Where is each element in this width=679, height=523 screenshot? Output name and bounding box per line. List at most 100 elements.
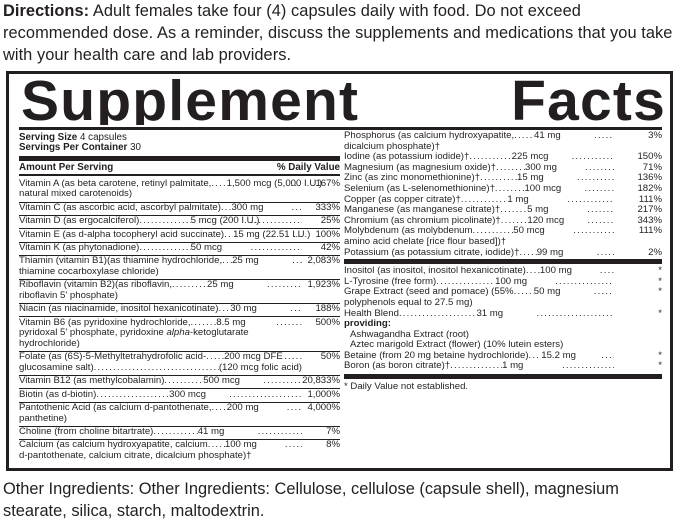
nutrient-amount: 100 mg [224,439,257,451]
nutrient-name-continued: pyridoxal 5' phosphate, pyridoxine alpha… [19,327,249,339]
other-ingredients: Other Ingredients: Other Ingredients: Ce… [3,480,619,520]
right-nutrient-list-3: Betaine (from 20 mg betaine hydrochlorid… [344,349,662,372]
nutrient-amount: 300 mg [524,161,557,173]
row-divider [19,439,340,440]
leader-dots [153,427,197,438]
providing-item: Aztec marigold Extract (flower) (10% lut… [350,339,564,351]
leader-dots [585,163,614,174]
nutrient-daily-value: 3% [648,130,662,141]
leader-dots [587,205,614,216]
leader-dots [597,248,614,259]
leader-dots [139,243,190,254]
nutrient-daily-value: 217% [637,204,662,216]
leader-dots [276,318,302,329]
nutrient-row: Riboflavin (vitamin B2)(as riboflavin, 25… [19,280,340,291]
row-divider [19,351,340,352]
nutrient-name: Vitamin B6 (as pyridoxine hydrochloride, [19,316,191,328]
nutrient-row-continued: polyphenols equal to 27.5 mg) [344,297,662,309]
row-divider [19,316,340,318]
nutrient-amount: 100 mg [495,275,528,287]
leader-dots [514,287,534,298]
leader-dots [536,309,614,320]
leader-dots [495,184,525,195]
nutrient-row: Vitamin C (as ascorbic acid, ascorbyl pa… [19,201,340,214]
right-nutrient-list-2: Inositol (as inositol, inositol hexanico… [344,266,662,319]
nutrient-amount: 300 mg [231,201,264,213]
nutrient-row: Chromium (as chromium picolinate)† 120 mc… [344,215,662,227]
leader-dots [285,440,302,451]
nutrient-amount: 15 mg [516,172,544,184]
nutrient-name: Copper (as copper citrate)† [344,193,461,205]
nutrient-name-continued: riboflavin 5' phosphate) [19,289,118,301]
nutrient-amount: 50 mcg [190,241,223,253]
nutrient-name: Phosphorus (as calcium hydroxyapatite, [344,130,515,141]
nutrient-name-continued: hydrochloride) [19,337,80,349]
daily-value-header: % Daily Value [276,161,340,173]
leader-dots [263,376,302,387]
nutrient-daily-value: 136% [637,172,662,184]
nutrient-amount: 300 mcg [169,388,206,400]
nutrient-row-continued: d-pantothenate, calcium citrate, dicalci… [19,450,340,462]
leader-dots [567,195,614,206]
nutrient-amount: 500 mcg [203,375,240,387]
nutrient-name: Vitamin K (as phytonadione) [19,241,140,253]
nutrient-name: Vitamin C (as ascorbic acid, ascorbyl pa… [19,201,221,213]
leader-dots [164,376,203,387]
nutrient-row-continued: panthetine) [19,412,340,425]
nutrient-amount: 5 mcg (200 I.U.) [190,215,260,227]
nutrient-name: Iodine (as potassium iodide)† [344,151,470,163]
leader-dots [573,226,614,237]
nutrient-name: Choline (from choline bitartrate) [19,426,154,438]
nutrient-row: Inositol (as inositol, inositol hexanico… [344,266,662,277]
nutrient-daily-value: 71% [642,161,662,173]
nutrient-row: Pantothenic Acid (as calcium d-pantothen… [19,402,340,414]
nutrient-row: Vitamin K (as phytonadione) 50 mcg 42% [19,241,340,254]
nutrient-row: Magnesium (as magnesium oxide)† 300 mg 71% [344,161,662,174]
nutrient-row: Vitamin D (as ergocalciferol) 5 mcg (200 … [19,216,340,227]
nutrient-row: Vitamin A (as beta carotene, retinyl pal… [19,177,340,190]
nutrient-row: Niacin (as niacinamide, inositol hexanic… [19,304,340,315]
providing-list: Ashwagandha Extract (root) Aztec marigold… [344,329,662,351]
nutrient-name: Vitamin A (as beta carotene, retinyl pal… [19,177,212,189]
leader-dots [562,361,614,372]
nutrient-row-continued: hydrochloride) [19,337,340,350]
nutrient-name-continued: panthetine) [19,412,68,424]
nutrient-amount: 200 mcg DFE [224,351,283,363]
nutrient-row: Copper (as copper citrate)† 1 mg 111% [344,193,662,206]
nutrient-amount: 41 mg [197,426,225,438]
nutrient-row: Iodine (as potassium iodide)† 225 mcg 150% [344,152,662,163]
right-column: Phosphorus (as calcium hydroxyapatite, 41… [344,130,662,393]
nutrient-amount: 100 mcg [524,182,562,194]
right-mid-rule [344,259,662,265]
row-divider [19,255,340,256]
leader-dots [94,363,219,374]
amount-per-serving-header: Amount Per Serving [19,161,114,173]
leader-dots [601,351,614,362]
leader-dots [526,266,540,277]
nutrient-name: Grape Extract (seed and pomace) (55% [344,286,514,298]
nutrient-row: Betaine (from 20 mg betaine hydrochlorid… [344,349,662,362]
nutrient-name: Manganese (as manganese citrate)† [344,204,501,216]
nutrient-amount: 15 mg (22.51 I.U.) [233,228,311,240]
leader-dots [587,216,614,227]
nutrient-row: Grape Extract (seed and pomace) (55% 50 m… [344,287,662,298]
nutrient-amount: 100 mg [539,265,572,277]
nutrient-amount: 15.2 mg [541,349,576,361]
leader-dots [172,280,207,291]
nutrient-name: Pantothenic Acid (as calcium d-pantothen… [19,402,212,414]
nutrient-amount: 1,500 mcg (5,000 I.U.) [226,177,323,189]
nutrient-daily-value: 42% [320,241,340,253]
leader-dots [229,390,302,401]
nutrient-daily-value: 2,083% [307,255,340,267]
nutrient-row: Manganese (as manganese citrate)† 5 mg 217… [344,205,662,216]
nutrient-row: Phosphorus (as calcium hydroxyapatite, 41… [344,130,662,142]
leader-dots [555,277,614,288]
nutrient-name: Thiamin (vitamin B1)(as thiamine hydroch… [19,255,223,267]
left-column: Serving Size 4 capsules Servings Per Con… [19,131,340,462]
title-rule [19,127,662,130]
row-divider [19,388,340,390]
nutrient-amount: 200 mg [226,402,259,414]
nutrient-amount: 99 mg [536,246,564,258]
nutrient-row-continued: dicalcium phosphate)† [344,141,662,153]
leader-dots [251,216,302,227]
